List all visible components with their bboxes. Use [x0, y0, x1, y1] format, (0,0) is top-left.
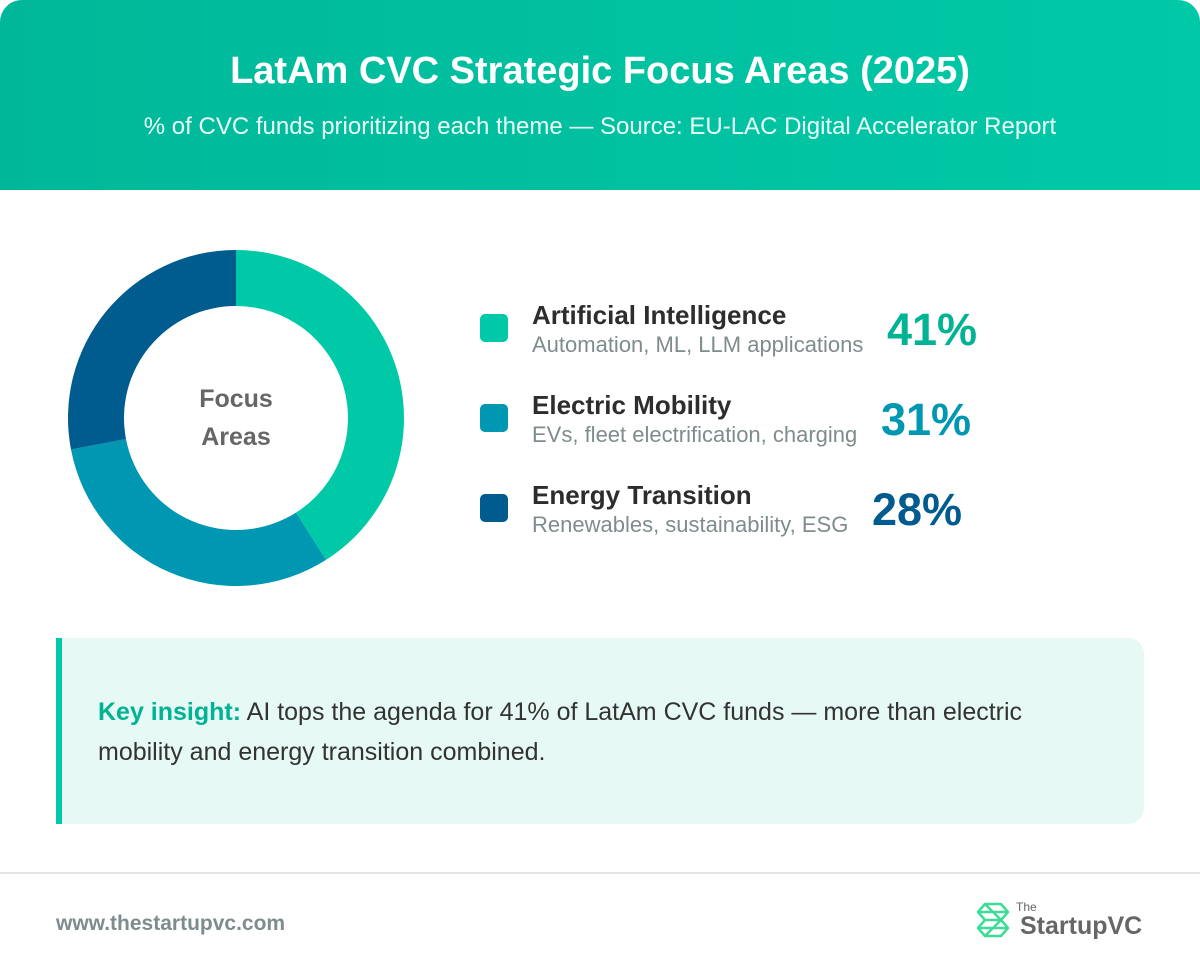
- legend-label: Artificial Intelligence: [532, 300, 787, 330]
- legend-label: Electric Mobility: [532, 390, 732, 420]
- insight-label: Key insight:: [98, 698, 242, 726]
- donut-chart: [67, 250, 405, 586]
- insight-text: AI tops the agenda for 41% of LatAm CVC …: [98, 698, 1023, 766]
- center-label-line-1: Focus: [199, 385, 273, 413]
- legend-description: EVs, fleet electrification, charging: [532, 422, 858, 447]
- website-link[interactable]: www.thestartupvc.com: [56, 912, 286, 935]
- legend-description: Automation, ML, LLM applications: [532, 332, 864, 357]
- donut-slice-artificial-intelligence: [236, 250, 405, 560]
- data-label: 28%: [872, 484, 963, 535]
- donut-center-label: Focus Areas: [136, 380, 336, 456]
- logo-mark-icon: [976, 902, 1010, 938]
- legend-swatch: [480, 494, 508, 522]
- data-label: 31%: [881, 394, 972, 445]
- page-title: LatAm CVC Strategic Focus Areas (2025): [230, 50, 970, 92]
- logo-the: The: [1016, 900, 1037, 914]
- data-label: 41%: [887, 304, 978, 355]
- startupvc-logo: The StartupVC: [976, 900, 1146, 940]
- legend-swatch: [480, 404, 508, 432]
- logo-name: StartupVC: [1020, 912, 1143, 940]
- footer: www.thestartupvc.com The StartupVC: [0, 872, 1200, 972]
- legend-label: Energy Transition: [532, 480, 752, 510]
- donut-slice-energy-transition: [67, 250, 236, 450]
- key-insight-box: Key insight: AI tops the agenda for 41% …: [56, 638, 1144, 824]
- header: LatAm CVC Strategic Focus Areas (2025) %…: [0, 0, 1200, 190]
- legend-swatch: [480, 314, 508, 342]
- legend-description: Renewables, sustainability, ESG: [532, 512, 849, 537]
- page-subtitle: % of CVC funds prioritizing each theme —…: [143, 113, 1057, 140]
- center-label-line-2: Areas: [201, 423, 271, 451]
- donut-slice-electric-mobility: [70, 438, 327, 586]
